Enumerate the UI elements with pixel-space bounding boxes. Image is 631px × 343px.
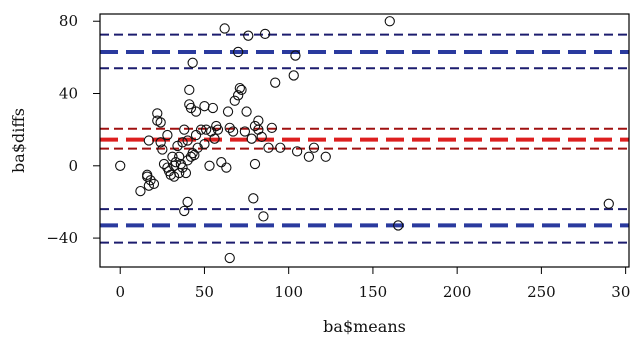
data-point-84 — [291, 146, 303, 157]
data-point-82 — [288, 70, 299, 81]
data-point-34 — [184, 84, 195, 96]
data-point-27 — [177, 137, 188, 148]
data-point-83 — [290, 50, 301, 61]
data-point-6 — [145, 175, 156, 186]
data-point-87 — [320, 151, 331, 162]
data-point-11 — [155, 137, 166, 148]
data-point-44 — [195, 124, 207, 135]
data-point-86 — [308, 142, 320, 153]
x-tick-label-1: 50 — [195, 283, 214, 301]
data-point-77 — [259, 28, 271, 40]
data-point-4 — [143, 180, 155, 191]
data-point-88 — [384, 16, 395, 27]
y-tick-label-2: 40 — [59, 85, 78, 103]
data-point-51 — [209, 133, 220, 144]
x-axis: 0 50 100 150 200 250 300 — [115, 267, 631, 301]
data-point-10 — [155, 117, 166, 128]
data-point-0 — [115, 160, 126, 171]
data-point-39 — [187, 57, 198, 68]
data-point-13 — [158, 158, 170, 170]
data-point-49 — [206, 126, 217, 137]
data-point-31 — [182, 155, 193, 166]
data-point-90 — [603, 198, 614, 209]
data-point-48 — [204, 160, 215, 171]
data-point-64 — [234, 82, 245, 94]
data-point-57 — [222, 106, 234, 117]
data-point-40 — [189, 149, 200, 161]
data-point-76 — [258, 211, 269, 222]
data-point-74 — [253, 115, 264, 126]
data-point-33 — [182, 135, 193, 146]
data-point-9 — [152, 108, 163, 119]
y-axis-label: ba$diffs — [9, 108, 28, 173]
data-point-67 — [241, 106, 252, 117]
data-point-60 — [227, 126, 239, 137]
data-point-28 — [179, 124, 190, 135]
data-point-56 — [221, 162, 232, 173]
x-tick-label-0: 0 — [115, 283, 125, 301]
y-tick-label-3: 80 — [59, 12, 78, 30]
data-point-5 — [143, 135, 155, 146]
data-point-59 — [224, 252, 235, 264]
data-point-45 — [199, 101, 210, 112]
data-point-29 — [179, 205, 190, 217]
data-point-72 — [249, 120, 261, 132]
data-point-26 — [177, 162, 188, 173]
data-point-61 — [229, 95, 240, 106]
data-point-78 — [263, 142, 274, 153]
x-tick-label-3: 150 — [359, 283, 388, 301]
data-point-32 — [182, 196, 193, 208]
x-tick-label-5: 250 — [527, 283, 556, 301]
data-point-70 — [248, 193, 259, 204]
data-point-7 — [148, 178, 160, 190]
data-point-54 — [216, 157, 227, 168]
data-point-69 — [246, 133, 257, 144]
data-point-63 — [232, 46, 244, 58]
data-point-89 — [393, 220, 404, 231]
data-point-41 — [190, 106, 202, 117]
data-point-53 — [212, 124, 224, 135]
data-point-81 — [275, 142, 286, 153]
data-point-71 — [249, 158, 261, 170]
data-point-1 — [135, 185, 146, 197]
x-tick-label-4: 200 — [443, 283, 472, 301]
data-point-79 — [266, 122, 277, 133]
data-point-30 — [180, 167, 192, 179]
data-points — [115, 16, 614, 264]
data-point-66 — [239, 126, 251, 137]
data-point-21 — [170, 157, 181, 168]
data-point-55 — [219, 23, 230, 34]
data-point-42 — [190, 129, 202, 141]
data-point-24 — [174, 151, 185, 162]
data-point-58 — [224, 122, 235, 133]
data-point-46 — [199, 138, 210, 150]
data-point-43 — [192, 142, 203, 153]
plot-frame — [99, 13, 630, 268]
data-point-75 — [256, 131, 267, 143]
data-point-12 — [157, 144, 168, 155]
y-tick-label-0: −40 — [46, 229, 78, 247]
x-tick-label-2: 100 — [274, 283, 303, 301]
data-point-68 — [243, 30, 254, 41]
data-point-47 — [200, 124, 212, 135]
data-point-85 — [303, 151, 315, 162]
data-point-65 — [236, 84, 247, 96]
data-point-62 — [232, 90, 244, 101]
data-point-50 — [207, 102, 219, 114]
y-axis: −40 0 40 80 — [46, 12, 100, 247]
x-tick-label-6: 300 — [611, 283, 631, 301]
data-point-15 — [162, 129, 173, 141]
x-axis-label: ba$means — [323, 317, 406, 336]
data-point-80 — [270, 77, 281, 88]
y-tick-label-1: 0 — [68, 157, 78, 175]
